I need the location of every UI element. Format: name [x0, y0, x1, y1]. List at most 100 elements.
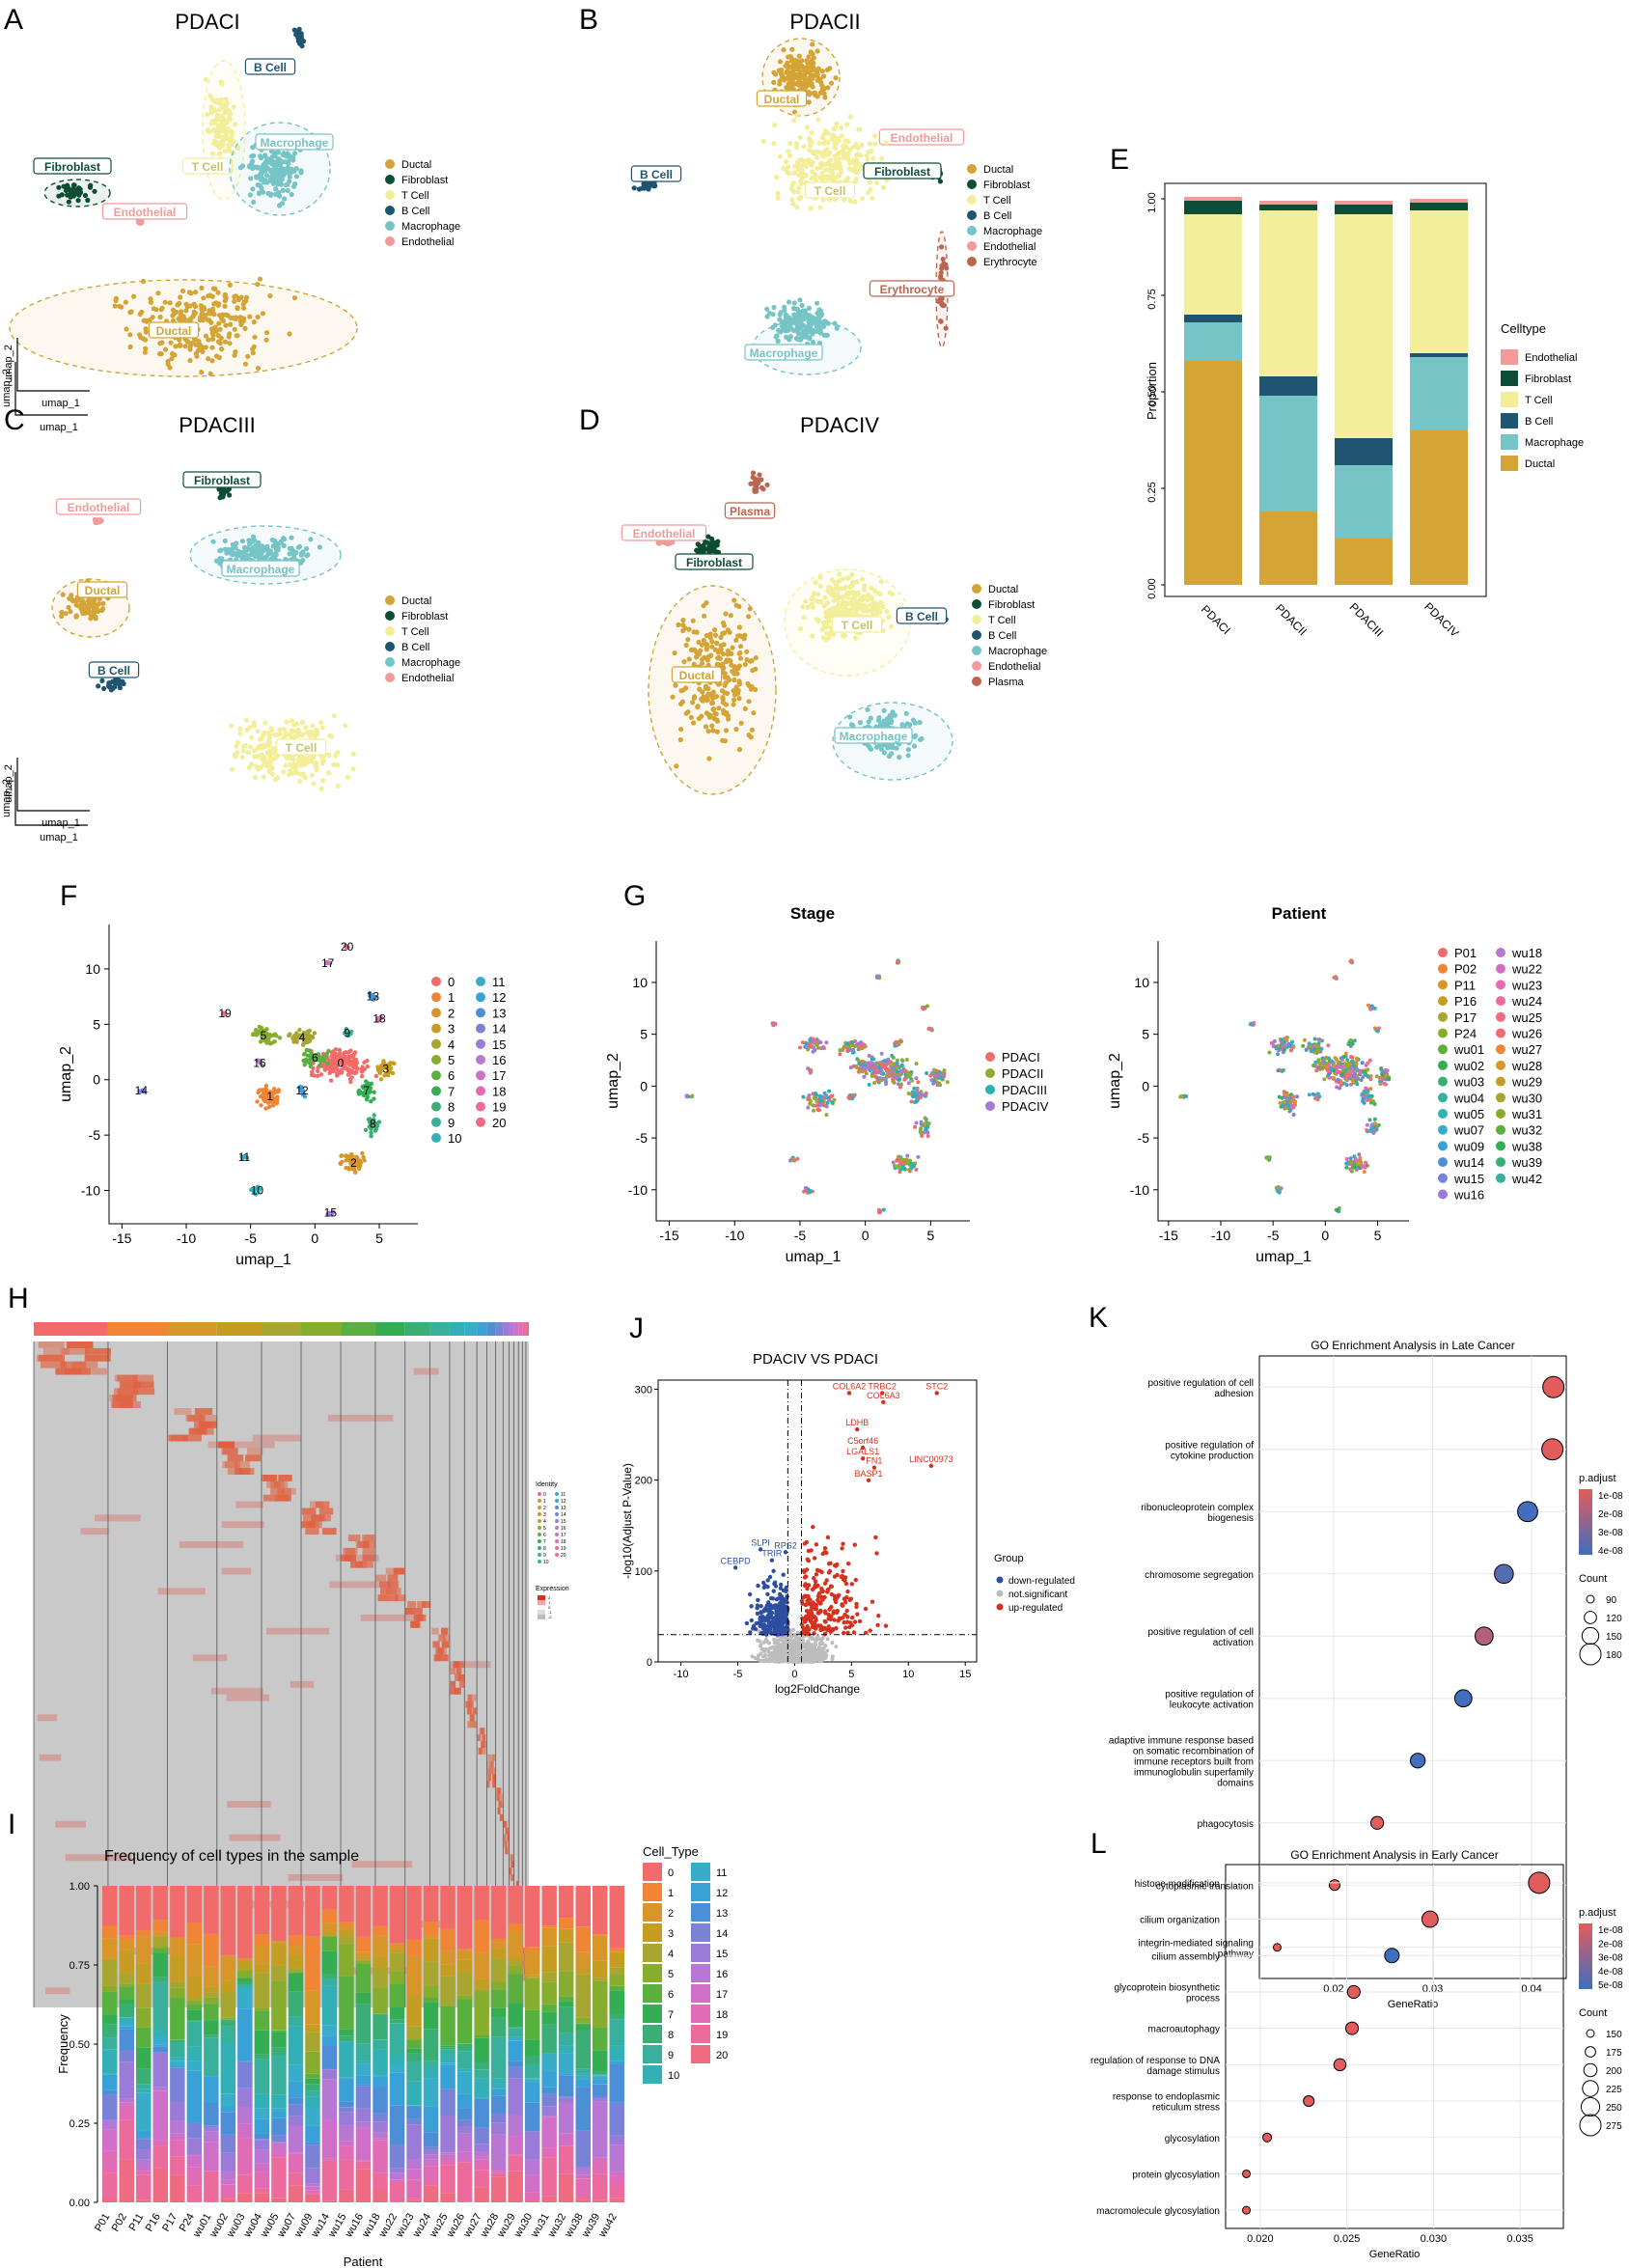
cell-point: [1361, 1096, 1366, 1101]
cluster-label: B Cell: [905, 610, 938, 623]
cell-point: [879, 1051, 884, 1056]
cell-point: [697, 686, 703, 692]
legend-key: [385, 595, 395, 605]
legend-key: [431, 1038, 441, 1049]
cell-point: [844, 590, 850, 595]
panel-letter-E: E: [1110, 144, 1129, 176]
cell-point: [1366, 1067, 1370, 1072]
cell-point: [233, 293, 239, 299]
cell-point: [799, 170, 805, 176]
x-tick-label: -10: [1211, 1228, 1230, 1243]
cell-point: [1293, 1100, 1297, 1104]
cell-point: [1350, 1055, 1355, 1060]
cell-point: [290, 757, 296, 762]
cell-point: [372, 1096, 376, 1101]
cell-point: [877, 592, 883, 597]
bar-segment-b-cell: [1184, 315, 1242, 322]
cell-point: [919, 1131, 924, 1136]
cell-point: [1341, 1081, 1346, 1086]
cell-point: [736, 633, 743, 639]
cell-point: [736, 624, 743, 630]
cell-point: [821, 149, 827, 154]
cell-point: [803, 598, 809, 604]
cell-point: [193, 350, 199, 356]
cell-point: [912, 1092, 917, 1096]
cell-point: [1335, 1085, 1339, 1090]
cell-point: [784, 334, 789, 340]
x-tick-label: -5: [244, 1231, 257, 1246]
cell-point: [725, 648, 732, 653]
legend-key: [1438, 980, 1448, 990]
cell-point: [753, 485, 759, 491]
legend-key: [1438, 948, 1448, 957]
cell-point: [838, 1052, 842, 1057]
cell-point: [228, 723, 235, 729]
legend-label: PDACIII: [1002, 1083, 1047, 1097]
cell-point: [849, 602, 856, 608]
cell-point: [1333, 1056, 1338, 1061]
cell-point: [677, 736, 683, 743]
cell-point: [348, 1079, 353, 1085]
cell-cluster-t-cell: [760, 113, 894, 211]
cell-point: [897, 1165, 901, 1170]
cell-point: [295, 544, 301, 550]
cell-point: [807, 336, 813, 342]
bar-segment-endothelial: [1335, 201, 1393, 205]
cell-point: [289, 191, 294, 198]
cell-point: [66, 199, 71, 205]
cell-point: [314, 727, 319, 733]
cell-point: [318, 1072, 324, 1077]
cell-point: [267, 292, 273, 299]
identity-bar: [509, 1322, 514, 1336]
cell-point: [289, 535, 294, 540]
y-tick-label: -5: [1138, 1130, 1150, 1146]
legend-key: [1501, 456, 1518, 471]
cluster-label-box: [804, 181, 856, 199]
cell-point: [835, 596, 841, 602]
bar-segment-macrophage: [1184, 322, 1242, 361]
cluster-label-box: [878, 128, 965, 146]
cluster-number-label: 12: [295, 1084, 309, 1097]
cell-point: [1276, 1052, 1280, 1057]
cell-point: [839, 124, 844, 131]
cell-point: [847, 160, 853, 166]
cell-point: [823, 127, 829, 134]
cell-point: [866, 190, 871, 196]
cell-point: [775, 338, 781, 345]
cell-point: [233, 349, 238, 355]
cell-point: [756, 477, 761, 483]
cell-point: [1344, 1072, 1348, 1077]
cell-point: [778, 329, 784, 335]
cell-point: [270, 1040, 275, 1045]
cell-cluster-b-cell: [96, 676, 126, 693]
legend-key: [1496, 1060, 1505, 1070]
cell-point: [99, 607, 105, 614]
cell-point: [828, 80, 835, 86]
cell-point: [1335, 1208, 1339, 1213]
cell-point: [801, 162, 807, 168]
identity-bar: [216, 1322, 262, 1336]
cell-point: [1290, 1039, 1295, 1044]
cell-cluster-macrophage: [764, 297, 840, 351]
cell-point: [913, 733, 919, 739]
cell-point: [1327, 1072, 1331, 1076]
cell-point: [720, 700, 727, 705]
cell-point: [241, 305, 247, 311]
legend-label: Fibroblast: [988, 599, 1035, 611]
legend-label: PDACII: [1002, 1066, 1043, 1081]
cell-point: [782, 307, 787, 313]
legend-key: [1438, 1044, 1448, 1055]
cell-point: [392, 1061, 397, 1066]
bar-segment-t-cell: [1410, 210, 1468, 353]
cell-point: [239, 755, 245, 761]
cell-point: [272, 777, 278, 783]
cell-point: [806, 99, 812, 105]
cell-point: [772, 322, 778, 328]
legend-label: T Cell: [983, 195, 1011, 207]
cell-point: [252, 748, 258, 754]
cell-point: [1336, 1077, 1340, 1082]
cell-point: [222, 148, 228, 154]
cell-point: [251, 719, 257, 726]
